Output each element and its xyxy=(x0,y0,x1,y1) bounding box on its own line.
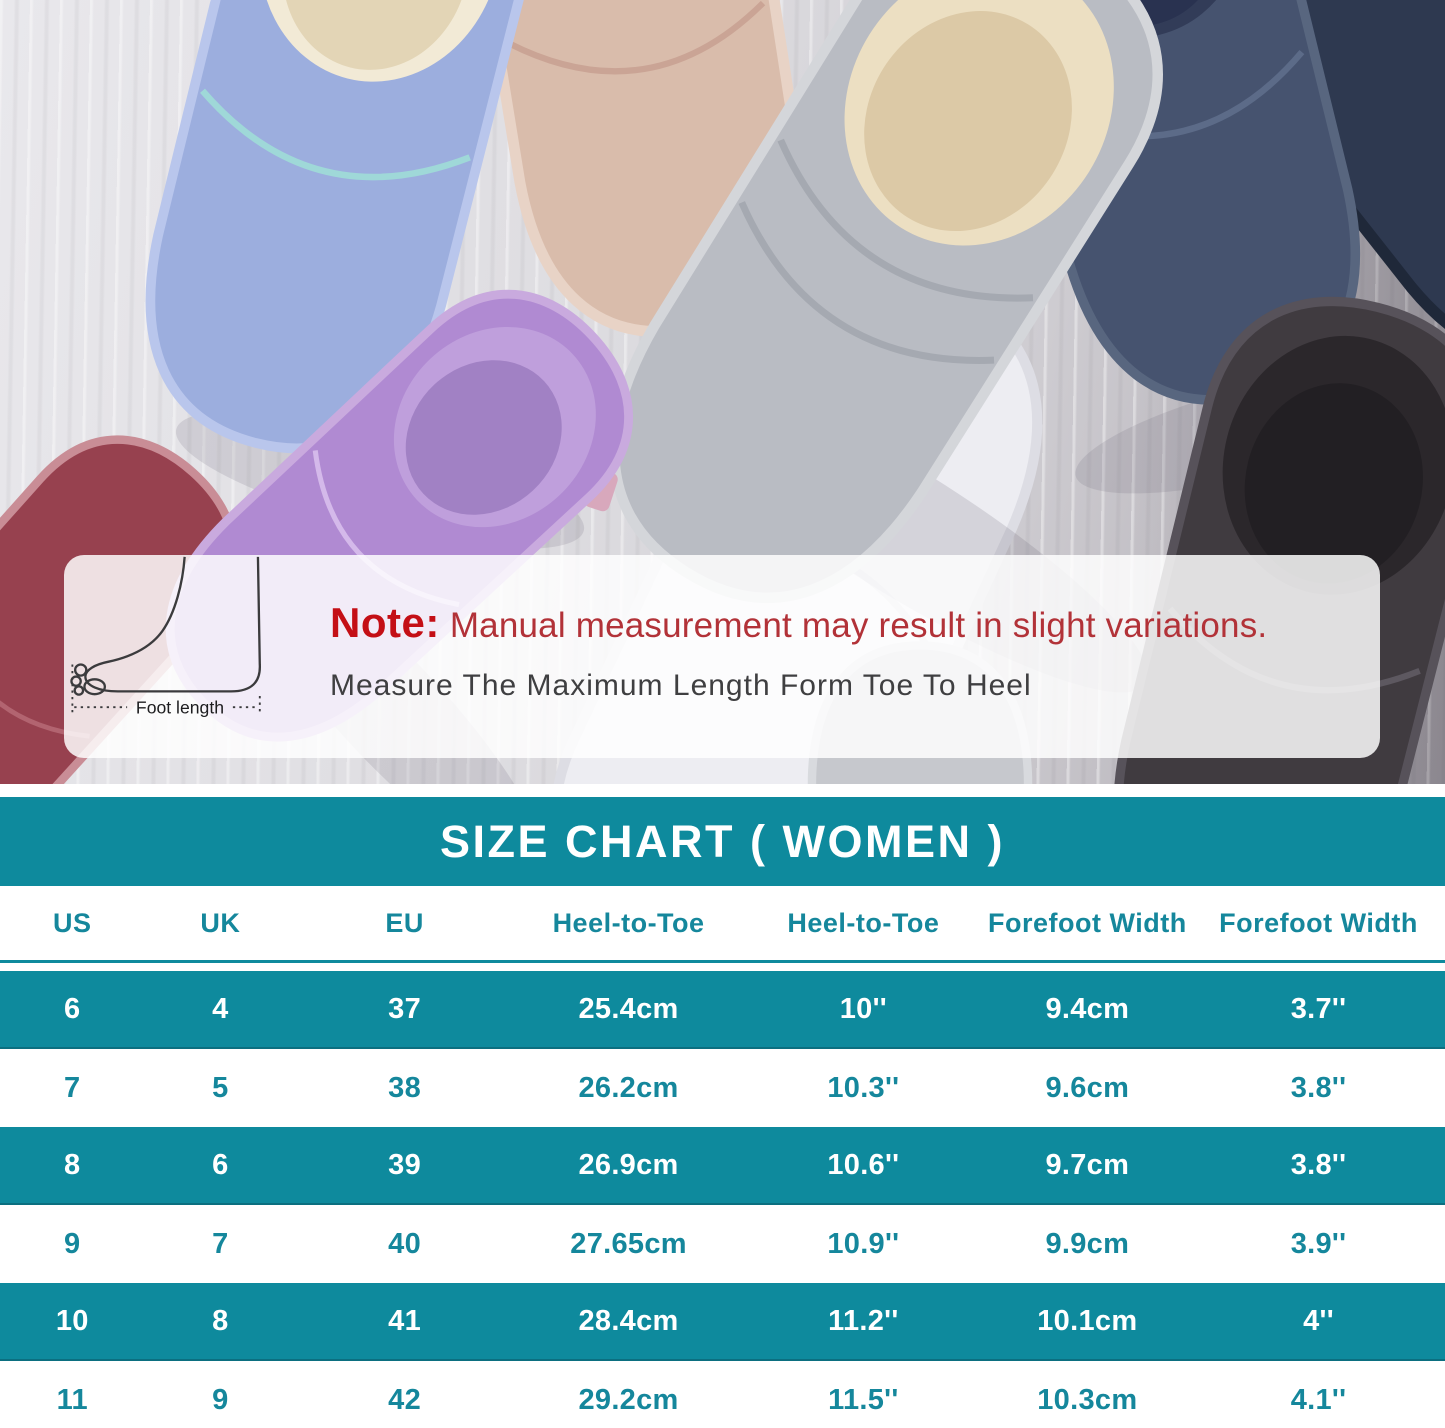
size-cell: 42 xyxy=(388,1383,422,1416)
note-line-1: Note: Manual measurement may result in sl… xyxy=(330,599,1360,647)
size-cell: 9.4cm xyxy=(1045,992,1130,1025)
size-cell: 9 xyxy=(212,1383,229,1416)
note-banner: Foot length Note: Manual measurement may … xyxy=(64,555,1380,758)
size-row: 10 8 41 28.4cm 11.2'' 10.1cm 4'' xyxy=(0,1283,1445,1361)
size-cell: 4.1'' xyxy=(1290,1383,1347,1416)
size-cell: 10.9'' xyxy=(827,1227,900,1260)
size-cell: 10.3cm xyxy=(1037,1383,1138,1416)
foot-measure-diagram: Foot length xyxy=(70,556,261,718)
slipper-light-blue xyxy=(114,0,565,479)
size-cell: 10'' xyxy=(839,992,887,1025)
size-cell: 3.7'' xyxy=(1290,992,1347,1025)
size-cell: 5 xyxy=(212,1071,229,1104)
slipper-beige xyxy=(443,0,824,351)
note-label: Note: xyxy=(330,599,440,646)
size-cell: 11.2'' xyxy=(828,1304,899,1337)
col-header-forefoot-inch: Forefoot Width xyxy=(1219,907,1418,938)
size-cell: 9.9cm xyxy=(1045,1227,1130,1260)
col-header-heel-toe-inch: Heel-to-Toe xyxy=(787,907,940,938)
size-table: US UK EU Heel-to-Toe Heel-to-Toe Forefoo… xyxy=(0,886,1445,1428)
size-cell: 3.8'' xyxy=(1290,1071,1347,1104)
size-cell: 3.8'' xyxy=(1290,1148,1347,1181)
col-header-heel-toe-cm: Heel-to-Toe xyxy=(552,907,705,938)
col-header-us: US xyxy=(52,907,92,938)
size-row: 11 9 42 29.2cm 11.5'' 10.3cm 4.1'' xyxy=(0,1361,1445,1428)
product-photo: Foot length Note: Manual measurement may … xyxy=(0,0,1445,784)
size-cell: 11.5'' xyxy=(828,1383,899,1416)
note-line-2: Measure The Maximum Length Form Toe To H… xyxy=(330,669,1032,702)
size-table-header: US UK EU Heel-to-Toe Heel-to-Toe Forefoo… xyxy=(0,886,1445,963)
size-cell: 28.4cm xyxy=(578,1304,679,1337)
size-cell: 3.9'' xyxy=(1290,1227,1347,1260)
size-cell: 29.2cm xyxy=(578,1383,679,1416)
size-cell: 39 xyxy=(388,1148,422,1181)
size-cell: 6 xyxy=(212,1148,229,1181)
size-row: 7 5 38 26.2cm 10.3'' 9.6cm 3.8'' xyxy=(0,1049,1445,1127)
size-cell: 27.65cm xyxy=(570,1227,687,1260)
size-chart-title-band: SIZE CHART ( WOMEN ) xyxy=(0,797,1445,886)
foot-length-label: Foot length xyxy=(136,698,224,718)
slipper-gray xyxy=(551,0,1212,657)
size-row: 6 4 37 25.4cm 10'' 9.4cm 3.7'' xyxy=(0,971,1445,1049)
size-cell: 26.9cm xyxy=(578,1148,679,1181)
size-cell: 11 xyxy=(56,1383,88,1416)
size-cell: 10.6'' xyxy=(827,1148,900,1181)
col-header-uk: UK xyxy=(200,907,241,938)
header-gap xyxy=(0,963,1445,971)
size-cell: 8 xyxy=(212,1304,229,1337)
size-cell: 10 xyxy=(55,1304,89,1337)
size-cell: 7 xyxy=(64,1071,81,1104)
size-row: 9 7 40 27.65cm 10.9'' 9.9cm 3.9'' xyxy=(0,1205,1445,1283)
size-table-body: 6 4 37 25.4cm 10'' 9.4cm 3.7'' 7 5 38 26.2cm 10.3''… xyxy=(0,971,1445,1428)
size-cell: 10.3'' xyxy=(827,1071,900,1104)
size-cell: 25.4cm xyxy=(578,992,679,1025)
size-cell: 9 xyxy=(64,1227,81,1260)
size-cell: 38 xyxy=(388,1071,422,1104)
size-cell: 37 xyxy=(388,992,422,1025)
size-cell: 6 xyxy=(64,992,81,1025)
size-cell: 26.2cm xyxy=(578,1071,679,1104)
slipper-purple xyxy=(123,252,672,784)
size-cell: 9.7cm xyxy=(1045,1148,1130,1181)
divider-strip xyxy=(0,784,1445,797)
slipper-burgundy xyxy=(0,399,274,784)
slipper-black xyxy=(1083,273,1445,784)
size-cell: 40 xyxy=(388,1227,422,1260)
size-cell: 4 xyxy=(212,992,229,1025)
col-header-eu: EU xyxy=(385,907,424,938)
size-cell: 7 xyxy=(212,1227,229,1260)
size-row: 8 6 39 26.9cm 10.6'' 9.7cm 3.8'' xyxy=(0,1127,1445,1205)
size-cell: 41 xyxy=(388,1304,422,1337)
size-cell: 10.1cm xyxy=(1037,1304,1138,1337)
note-sentence: Manual measurement may result in slight … xyxy=(449,606,1268,645)
col-header-forefoot-cm: Forefoot Width xyxy=(987,907,1187,938)
size-cell: 4'' xyxy=(1303,1304,1334,1337)
size-cell: 8 xyxy=(64,1148,81,1181)
note-text: Note: Manual measurement may result in sl… xyxy=(330,599,1360,703)
size-chart-title: SIZE CHART ( WOMEN ) xyxy=(440,815,1005,867)
size-cell: 9.6cm xyxy=(1045,1071,1130,1104)
